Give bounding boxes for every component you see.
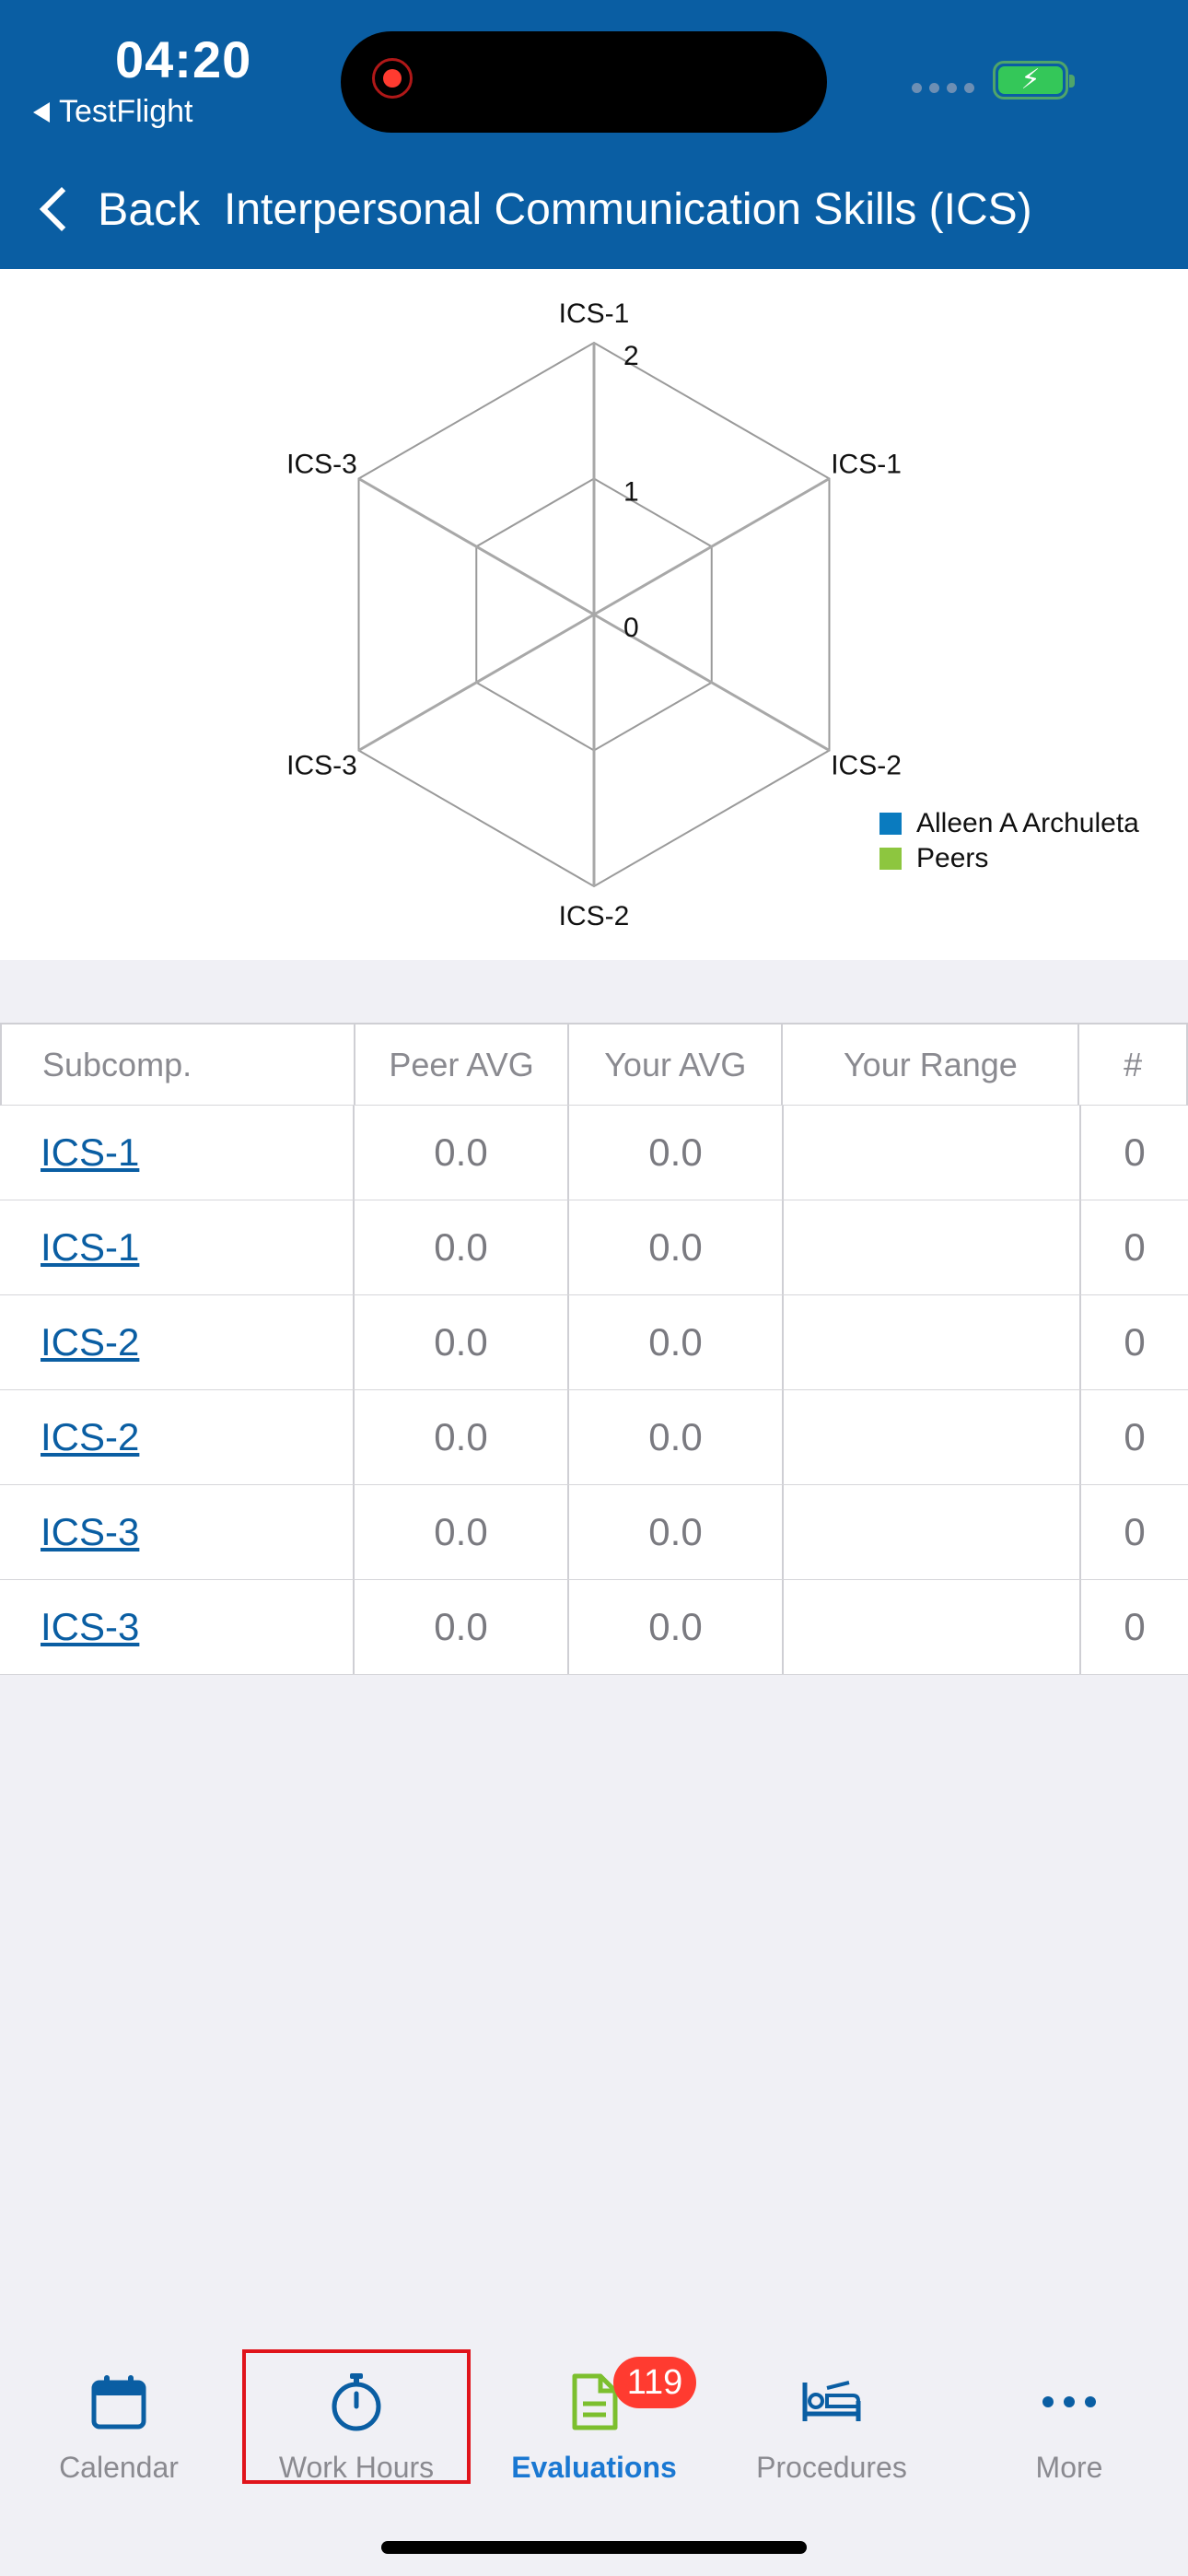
chevron-left-icon — [39, 186, 85, 232]
your-range-value — [784, 1390, 1081, 1484]
peer-avg-value: 0.0 — [355, 1200, 569, 1294]
status-time: 04:20 — [115, 30, 252, 88]
your-range-value — [784, 1106, 1081, 1200]
tab-more[interactable]: More — [950, 2322, 1188, 2488]
radar-axis-label-5: ICS-3 — [286, 751, 357, 781]
app-header: 04:20 TestFlight ⚡ Back Interpersonal Co… — [0, 0, 1188, 269]
count-value: 0 — [1124, 1225, 1146, 1269]
evaluations-badge: 119 — [613, 2357, 696, 2408]
count-value: 0 — [1124, 1415, 1146, 1458]
table-row: ICS-3 0.0 0.0 0 — [0, 1485, 1188, 1580]
your-range-value — [784, 1295, 1081, 1389]
screen-recording-icon — [372, 58, 413, 99]
tab-label-more: More — [1035, 2451, 1103, 2484]
page-title: Interpersonal Communication Skills (ICS) — [224, 185, 1032, 234]
radar-spoke-2 — [593, 477, 831, 616]
table-header-row: Subcomp. Peer AVG Your AVG Your Range # — [0, 1023, 1188, 1106]
your-avg-value: 0.0 — [569, 1200, 784, 1294]
more-dots-icon — [1042, 2370, 1097, 2434]
back-triangle-icon — [33, 101, 50, 123]
stopwatch-icon — [328, 2370, 385, 2434]
your-avg-value: 0.0 — [569, 1390, 784, 1484]
subcompetency-table: Subcomp. Peer AVG Your AVG Your Range # … — [0, 1023, 1188, 1675]
header-peer-avg: Peer AVG — [355, 1025, 570, 1105]
legend-item-series-2: Peers — [879, 841, 1139, 876]
radar-spoke-6 — [357, 477, 595, 616]
header-subcomp: Subcomp. — [2, 1025, 355, 1105]
table-row: ICS-1 0.0 0.0 0 — [0, 1106, 1188, 1200]
subcomp-link[interactable]: ICS-3 — [0, 1580, 355, 1674]
legend-swatch-2 — [879, 848, 902, 870]
back-app-label: TestFlight — [59, 94, 193, 129]
your-avg-value: 0.0 — [569, 1106, 784, 1200]
tab-evaluations[interactable]: Evaluations — [475, 2322, 713, 2488]
back-to-testflight[interactable]: TestFlight — [33, 94, 193, 130]
back-button[interactable]: Back — [33, 182, 200, 236]
subcomp-link[interactable]: ICS-1 — [0, 1106, 355, 1200]
radar-spoke-5 — [357, 613, 595, 752]
subcomp-link[interactable]: ICS-2 — [0, 1390, 355, 1484]
count-value: 0 — [1124, 1510, 1146, 1553]
signal-icon — [912, 83, 974, 93]
radar-axis-label-3: ICS-2 — [831, 751, 902, 781]
highlight-box-work-hours — [242, 2349, 471, 2484]
your-range-value — [784, 1485, 1081, 1579]
count-value: 0 — [1124, 1320, 1146, 1364]
tab-calendar[interactable]: Calendar — [0, 2322, 238, 2488]
peer-avg-value: 0.0 — [355, 1580, 569, 1674]
your-avg-value: 0.0 — [569, 1485, 784, 1579]
header-your-range: Your Range — [783, 1025, 1080, 1105]
legend-swatch-1 — [879, 813, 902, 835]
calendar-icon — [90, 2370, 147, 2434]
subcomp-link[interactable]: ICS-2 — [0, 1295, 355, 1389]
header-your-avg: Your AVG — [569, 1025, 784, 1105]
chart-legend: Alleen A Archuleta Peers — [879, 806, 1139, 876]
tab-label-work-hours: Work Hours — [278, 2451, 435, 2484]
peer-avg-value: 0.0 — [355, 1295, 569, 1389]
radar-axis-label-1: ICS-1 — [559, 299, 630, 329]
radar-axis-label-2: ICS-1 — [831, 450, 902, 480]
tab-label-evaluations: Evaluations — [511, 2451, 677, 2484]
your-avg-value: 0.0 — [569, 1295, 784, 1389]
radar-chart: ICS-1 ICS-1 ICS-2 ICS-2 ICS-3 ICS-3 0 1 2 Alleen… — [0, 269, 1188, 960]
peer-avg-value: 0.0 — [355, 1390, 569, 1484]
tab-bar: Calendar Work Hours Evaluations — [0, 2322, 1188, 2576]
navigation-bar: Back Interpersonal Communication Skills … — [0, 175, 1188, 249]
tab-work-hours[interactable]: Work Hours — [238, 2322, 475, 2488]
legend-label-1: Alleen A Archuleta — [916, 808, 1139, 838]
procedures-bed-icon — [801, 2370, 862, 2434]
radar-tick-label-0: 0 — [623, 613, 639, 643]
back-button-label: Back — [98, 183, 201, 235]
radar-spoke-3 — [593, 613, 831, 752]
tab-procedures[interactable]: Procedures — [713, 2322, 950, 2488]
your-range-value — [784, 1580, 1081, 1674]
table-row: ICS-2 0.0 0.0 0 — [0, 1390, 1188, 1485]
radar-axis-label-4: ICS-2 — [559, 901, 630, 931]
your-avg-value: 0.0 — [569, 1580, 784, 1674]
legend-label-2: Peers — [916, 843, 989, 873]
tab-label-calendar: Calendar — [59, 2451, 179, 2484]
battery-charging-icon: ⚡ — [993, 61, 1075, 100]
document-icon — [569, 2370, 619, 2434]
home-indicator[interactable] — [381, 2541, 807, 2554]
tab-label-procedures: Procedures — [756, 2451, 907, 2484]
table-row: ICS-2 0.0 0.0 0 — [0, 1295, 1188, 1390]
peer-avg-value: 0.0 — [355, 1106, 569, 1200]
count-value: 0 — [1124, 1130, 1146, 1174]
your-range-value — [784, 1200, 1081, 1294]
table-row: ICS-1 0.0 0.0 0 — [0, 1200, 1188, 1295]
radar-axis-label-6: ICS-3 — [286, 450, 357, 480]
subcomp-link[interactable]: ICS-1 — [0, 1200, 355, 1294]
table-row: ICS-3 0.0 0.0 0 — [0, 1580, 1188, 1675]
header-count: # — [1124, 1045, 1143, 1083]
radar-tick-label-1: 1 — [623, 477, 639, 508]
subcomp-link[interactable]: ICS-3 — [0, 1485, 355, 1579]
legend-item-series-1: Alleen A Archuleta — [879, 806, 1139, 841]
dynamic-island — [341, 31, 827, 133]
radar-chart-svg: ICS-1 ICS-1 ICS-2 ICS-2 ICS-3 ICS-3 0 1 2 — [286, 299, 902, 931]
peer-avg-value: 0.0 — [355, 1485, 569, 1579]
radar-tick-label-2: 2 — [623, 341, 639, 371]
count-value: 0 — [1124, 1605, 1146, 1648]
